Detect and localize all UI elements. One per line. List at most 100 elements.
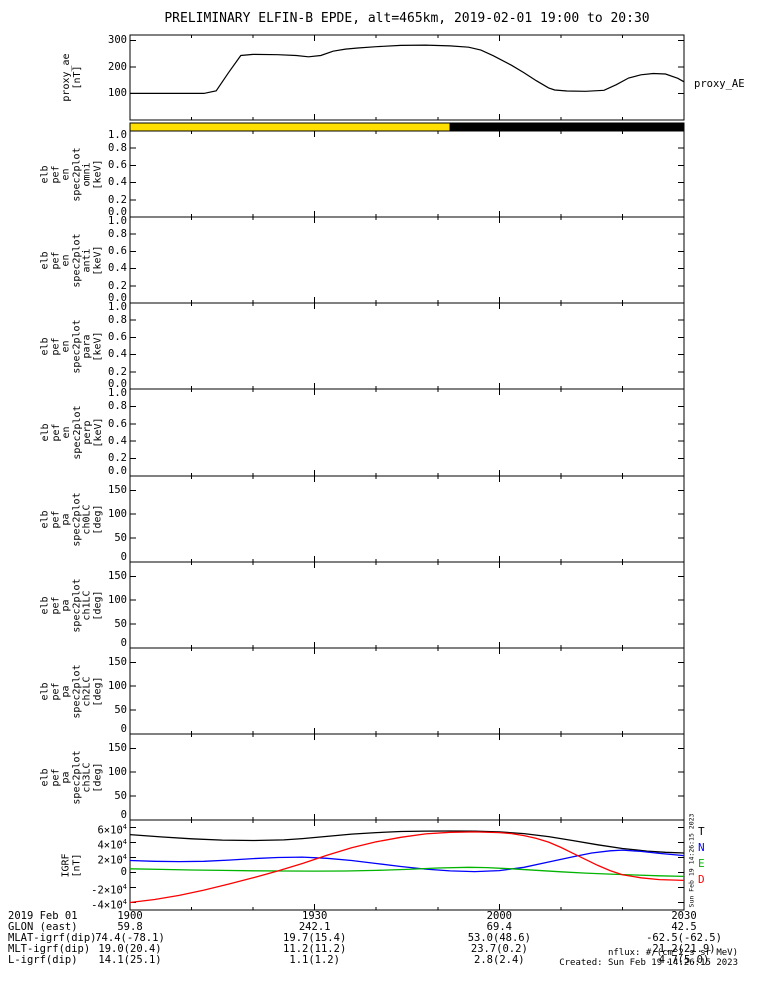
- y-axis-label-pa_ch3: elb pef pa spec2plot ch3LC [deg]: [40, 734, 104, 820]
- y-tick-label: 100: [108, 594, 127, 607]
- y-tick-label: 0: [120, 809, 127, 822]
- y-axis-label-line: elb: [39, 681, 51, 701]
- ephemeris-row-2: MLAT-igrf(dip) 74.4(-78.1) 19.7(15.4) 53.0(…: [0, 933, 775, 944]
- ephemeris-value: 23.7(0.2): [470, 943, 528, 955]
- y-axis-label-line: ch1LC: [81, 589, 93, 621]
- ephemeris-value: 2.8(2.4): [474, 954, 525, 966]
- y-tick-label: 0: [120, 551, 127, 564]
- ephemeris-row-3: MLT-igrf(dip) 19.0(20.4) 11.2(11.2) 23.7(0.…: [0, 944, 775, 955]
- y-tick-label: 0: [120, 866, 127, 879]
- y-tick-label: 50: [114, 531, 127, 544]
- y-tick-label: 1.0: [108, 129, 127, 142]
- y-tick-label: 150: [108, 656, 127, 669]
- y-axis-label-line: pa: [60, 512, 72, 526]
- y-tick-label: 0.8: [108, 228, 127, 240]
- exponent: 4: [122, 838, 127, 847]
- ephemeris-value: 1900: [117, 910, 143, 922]
- y-axis-label-line: pef: [50, 423, 61, 442]
- y-tick-label: 0.8: [108, 400, 127, 413]
- y-tick-label: 100: [108, 87, 127, 100]
- y-tick-label: 0.4: [108, 262, 127, 275]
- y-tick-label: 0.4: [108, 176, 127, 189]
- y-tick-label: 0.8: [108, 314, 127, 326]
- ephemeris-value: 21.2(21.9): [652, 943, 716, 955]
- y-tick-label: 1.0: [108, 387, 127, 400]
- y-tick-label: 0.0: [108, 292, 127, 305]
- y-tick-label: 50: [114, 617, 127, 630]
- y-axis-label-proxy_ae: proxy_ae [nT]: [60, 35, 83, 120]
- y-tick-label: 0.2: [108, 365, 127, 378]
- y-tick-label: 0.4: [108, 435, 127, 447]
- y-axis-label-line: spec2plot: [71, 405, 82, 460]
- y-axis-label-line: en: [60, 253, 72, 267]
- y-axis-label-en_para: elb pef en spec2plot para [keV]: [40, 303, 104, 389]
- proxy-ae-curve-label: proxy_AE: [694, 78, 745, 90]
- y-axis-label-line: [keV]: [92, 244, 103, 276]
- ephemeris-value: 11.2(11.2): [283, 943, 347, 955]
- y-tick-label: 0: [120, 723, 127, 736]
- y-axis-label-line: [deg]: [92, 761, 103, 793]
- y-tick-label: 0.8: [108, 142, 127, 154]
- y-tick-label: 0.0: [108, 206, 127, 219]
- orbit-bar-segment-1: [449, 123, 684, 131]
- panel-box-igrf: [129, 819, 685, 911]
- y-tick-label: 2×104: [97, 853, 127, 867]
- y-tick-label: 1.0: [108, 215, 127, 228]
- y-axis-label-line: elb: [39, 509, 51, 529]
- y-axis-label-en_anti: elb pef en spec2plot anti [keV]: [40, 217, 104, 303]
- ephemeris-row-label: MLT-igrf(dip): [8, 943, 91, 955]
- y-axis-label-line: en: [60, 167, 72, 181]
- ephemeris-value: 14.1(25.1): [98, 954, 162, 966]
- created-timestamp-vertical: Sun Feb 19 14:26:15 2023: [687, 813, 696, 908]
- y-axis-label-en_perp: elb pef en spec2plot perp [keV]: [40, 389, 104, 476]
- ephemeris-value: 2030: [671, 910, 697, 922]
- y-tick-label: 0.4: [108, 348, 127, 361]
- y-axis-label-line: [keV]: [92, 417, 103, 448]
- legend-item-N: N: [698, 841, 705, 854]
- y-axis-label-line: ch2LC: [81, 675, 93, 707]
- y-tick-label: 50: [114, 789, 127, 802]
- legend-item-T: T: [698, 825, 705, 838]
- y-tick-label: 0: [120, 637, 127, 650]
- ephemeris-value: 53.0(48.6): [467, 932, 531, 944]
- y-axis-label-en_omni: elb pef en spec2plot omni [keV]: [39, 131, 104, 217]
- y-axis-label-line: [deg]: [92, 589, 103, 621]
- y-tick-label: 0.6: [108, 245, 127, 258]
- ephemeris-value: 4.7(5.0): [658, 954, 710, 966]
- y-tick-label: 150: [108, 484, 127, 497]
- y-tick-label: 0.2: [108, 452, 127, 465]
- y-tick-label: 200: [108, 60, 127, 73]
- y-axis-label-line: elb: [39, 595, 51, 615]
- y-axis-label-line: pa: [60, 770, 72, 784]
- y-axis-label-line: pa: [60, 684, 72, 698]
- ephemeris-value: 69.4: [486, 921, 512, 933]
- y-tick-label: 50: [114, 703, 127, 716]
- y-tick-label: 100: [108, 680, 127, 693]
- y-tick-label: 300: [108, 34, 127, 47]
- y-axis-label-pa_ch2: elb pef pa spec2plot ch2LC [deg]: [39, 648, 104, 734]
- y-axis-label-line: proxy_ae: [60, 53, 72, 102]
- y-axis-label-line: elb: [39, 164, 51, 184]
- y-tick-label: 150: [108, 742, 127, 755]
- igrf-series-T: [129, 830, 685, 854]
- exponent: 4: [122, 883, 127, 892]
- ephemeris-row-label: L-igrf(dip): [8, 954, 78, 966]
- y-tick-label: 100: [108, 766, 127, 779]
- y-tick-label: -4×104: [91, 898, 127, 912]
- y-axis-label-pa_ch1: elb pef pa spec2plot ch1LC [deg]: [39, 562, 104, 648]
- orbit-bar-outline: [129, 122, 685, 132]
- ephemeris-row-4: L-igrf(dip) 14.1(25.1) 1.1(1.2) 2.8(2.4) 4.7…: [0, 955, 775, 966]
- y-axis-label-pa_ch0: elb pef pa spec2plot ch0LC [deg]: [39, 476, 104, 562]
- y-tick-label: 0.6: [108, 331, 127, 344]
- ephemeris-value: 242.1: [298, 921, 331, 933]
- y-tick-label: 0.0: [108, 465, 127, 478]
- y-axis-label-line: [nT]: [71, 852, 82, 878]
- ephemeris-value: 2000: [486, 910, 512, 922]
- y-tick-label: 0.6: [108, 417, 127, 430]
- ephemeris-value: 19.7(15.4): [283, 932, 347, 944]
- y-tick-label: 150: [108, 570, 127, 583]
- ephemeris-row-label: 2019 Feb 01: [8, 910, 78, 922]
